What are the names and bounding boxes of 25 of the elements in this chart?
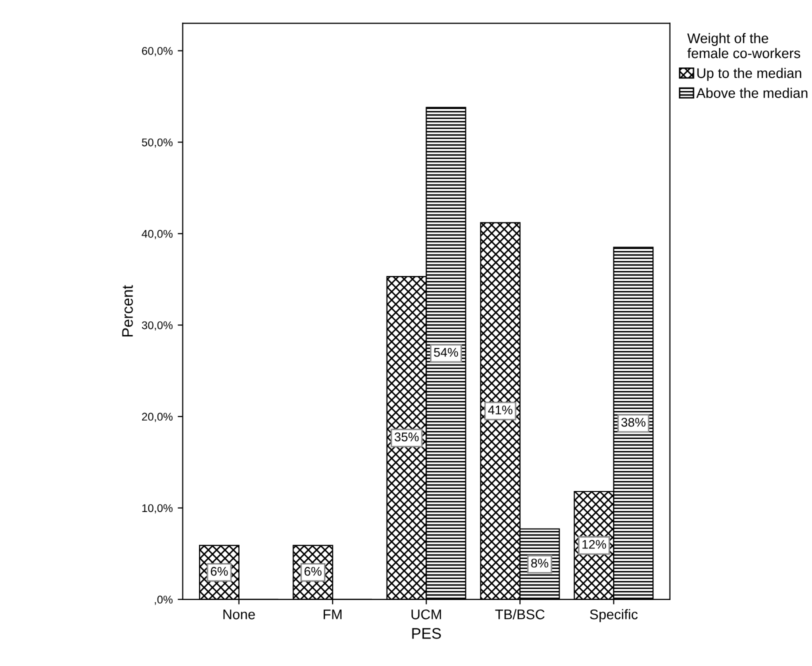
data-label: 38% xyxy=(621,418,646,427)
x-tick-label: FM xyxy=(324,610,342,620)
y-tick-label: 50,0% xyxy=(142,138,173,148)
data-label: 8% xyxy=(531,558,548,568)
y-axis-title: Percent xyxy=(122,285,133,336)
data-label: 6% xyxy=(304,566,322,576)
y-tick-label: 40,0% xyxy=(142,230,173,240)
x-tick-label: None xyxy=(223,610,255,620)
y-tick-label: 20,0% xyxy=(142,412,173,422)
legend-title: Weight of the female co-workers xyxy=(687,33,800,58)
x-axis-title: PES xyxy=(412,628,441,639)
x-tick-label: Specific xyxy=(590,609,638,622)
y-tick-label: ,0% xyxy=(154,596,173,605)
y-tick-label: 30,0% xyxy=(142,321,173,331)
y-tick-label: 60,0% xyxy=(142,47,173,56)
legend-label: Above the median xyxy=(696,88,808,98)
legend-label: Up to the median xyxy=(697,68,802,81)
data-label: 54% xyxy=(434,348,458,357)
y-tick-label: 10,0% xyxy=(142,504,173,514)
data-label: 12% xyxy=(582,540,606,549)
data-label: 41% xyxy=(488,406,512,414)
data-label: 35% xyxy=(394,432,419,442)
x-tick-label: UCM xyxy=(412,609,441,620)
x-tick-label: TB/BSC xyxy=(495,609,545,620)
data-label: 6% xyxy=(210,566,228,576)
